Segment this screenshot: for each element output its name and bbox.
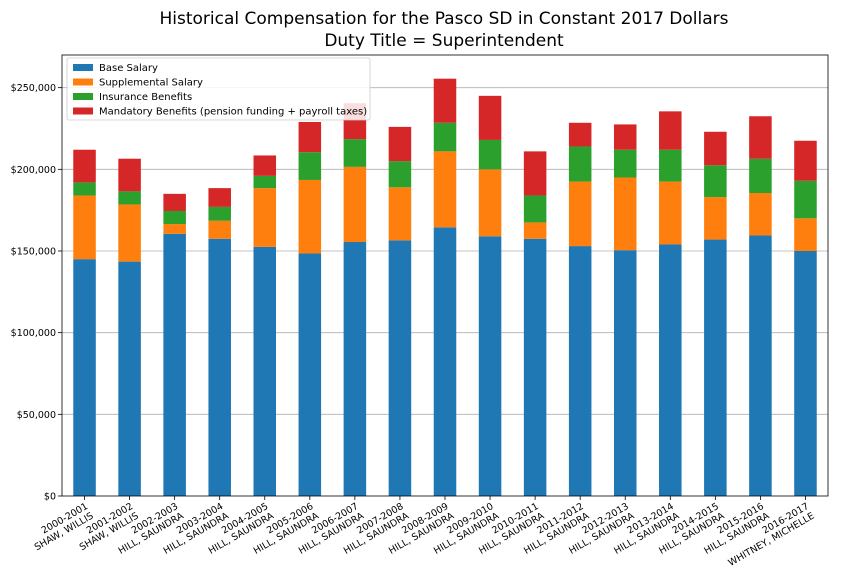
legend-swatch bbox=[73, 93, 93, 100]
bar-segment bbox=[613, 177, 637, 251]
bar-segment bbox=[118, 261, 141, 496]
bar-segment bbox=[794, 180, 817, 219]
bar-segment bbox=[253, 188, 277, 247]
bar-segment bbox=[163, 233, 186, 496]
legend-label: Supplemental Salary bbox=[99, 78, 203, 89]
bar-segment bbox=[568, 181, 592, 247]
bar-segment bbox=[343, 166, 367, 243]
bar-segment bbox=[208, 188, 231, 207]
bar-segment bbox=[343, 242, 367, 496]
y-tick-label: $0 bbox=[44, 492, 56, 503]
bar-segment bbox=[433, 151, 457, 228]
legend-box bbox=[66, 57, 371, 121]
bar-segment bbox=[749, 158, 772, 194]
bar-segment bbox=[613, 250, 637, 496]
bar-segment bbox=[433, 227, 457, 497]
bar-segment bbox=[433, 78, 457, 123]
bar-segment bbox=[478, 95, 502, 140]
bar-segment bbox=[794, 218, 817, 251]
bar-segment bbox=[118, 191, 141, 205]
bar-segment bbox=[794, 140, 817, 181]
bar-segment bbox=[253, 175, 277, 189]
bar-segment bbox=[704, 239, 727, 497]
bar-segment bbox=[163, 193, 186, 211]
bar-segment bbox=[388, 187, 412, 241]
bar-segment bbox=[523, 151, 547, 196]
plot-frame bbox=[61, 54, 829, 497]
bar-segment bbox=[659, 181, 682, 245]
legend-swatch bbox=[73, 64, 93, 71]
bar-segment bbox=[298, 121, 322, 153]
bar-segment bbox=[343, 139, 367, 167]
bar-segment bbox=[478, 169, 502, 237]
bar-segment bbox=[478, 139, 502, 170]
bar-segment bbox=[704, 131, 727, 166]
bar-segment bbox=[73, 195, 96, 260]
bar-segment bbox=[73, 259, 96, 496]
bar-segment bbox=[73, 149, 96, 183]
bars bbox=[73, 78, 817, 497]
y-tick-label: $250,000 bbox=[11, 83, 56, 94]
bar-segment bbox=[298, 179, 322, 254]
bar-segment bbox=[568, 122, 592, 147]
bar-segment bbox=[523, 222, 547, 239]
bar-segment bbox=[659, 244, 682, 496]
bar-segment bbox=[523, 238, 547, 496]
bar-segment bbox=[794, 251, 817, 496]
bar-segment bbox=[118, 158, 141, 192]
bar-segment bbox=[163, 224, 186, 234]
bar-segment bbox=[523, 195, 547, 223]
bar-segment bbox=[208, 220, 231, 239]
chart-title: Historical Compensation for the Pasco SD… bbox=[159, 9, 728, 29]
bar-segment bbox=[118, 204, 141, 262]
legend-swatch bbox=[73, 78, 93, 86]
bar-segment bbox=[613, 149, 637, 178]
bar-segment bbox=[749, 235, 772, 496]
bar-segment bbox=[388, 161, 412, 188]
bar-segment bbox=[659, 149, 682, 182]
bar-segment bbox=[659, 111, 682, 150]
bar-segment bbox=[613, 124, 637, 150]
bar-segment bbox=[163, 210, 186, 225]
bar-segment bbox=[749, 116, 772, 159]
legend: Base Salary Supplemental Salary Insurance … bbox=[66, 57, 371, 121]
bar-segment bbox=[433, 122, 457, 152]
bar-segment bbox=[298, 152, 322, 180]
y-tick-label: $150,000 bbox=[11, 247, 56, 258]
y-tick-label: $200,000 bbox=[11, 165, 56, 176]
bar-segment bbox=[388, 240, 412, 496]
bar-segment bbox=[208, 206, 231, 221]
bar-segment bbox=[208, 238, 231, 496]
legend-swatch bbox=[73, 107, 93, 115]
legend-label: Mandatory Benefits (pension funding + pa… bbox=[99, 107, 367, 118]
bar-segment bbox=[568, 146, 592, 182]
y-tick-label: $100,000 bbox=[11, 328, 56, 339]
bar-segment bbox=[388, 126, 412, 162]
bar-segment bbox=[704, 165, 727, 198]
bar-segment bbox=[253, 246, 277, 496]
bar-segment bbox=[568, 246, 592, 496]
chart-subtitle: Duty Title = Superintendent bbox=[324, 31, 564, 51]
y-tick-label: $50,000 bbox=[17, 410, 56, 421]
bar-segment bbox=[749, 193, 772, 236]
bar-segment bbox=[478, 236, 502, 497]
bar-segment bbox=[253, 155, 277, 176]
legend-label: Base Salary bbox=[99, 63, 158, 74]
legend-label: Insurance Benefits bbox=[99, 92, 192, 103]
bar-segment bbox=[73, 182, 96, 196]
bar-segment bbox=[704, 197, 727, 240]
bar-segment bbox=[298, 253, 322, 496]
